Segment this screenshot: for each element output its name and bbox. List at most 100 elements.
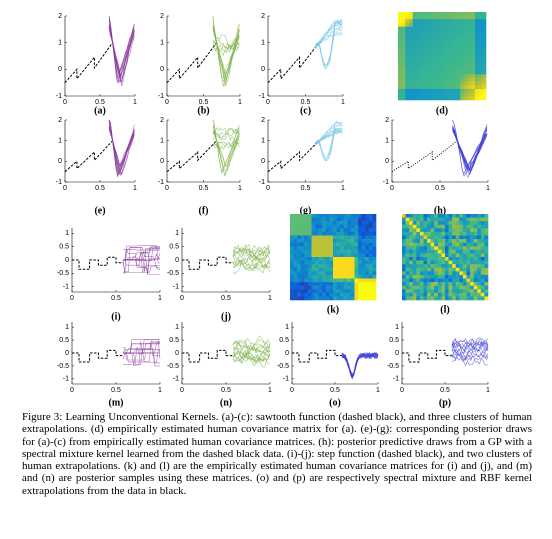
heatmap-cell <box>307 246 312 251</box>
heatmap-cell <box>431 30 435 35</box>
heatmap-cell <box>449 26 454 31</box>
heatmap-cell <box>448 231 453 236</box>
heatmap-cell <box>445 74 450 79</box>
heatmap-cell <box>464 41 468 46</box>
heatmap-cell <box>484 214 489 218</box>
heatmap-cell <box>442 26 446 31</box>
x-tick-label: 0 <box>180 295 184 302</box>
heatmap-cell <box>343 292 348 297</box>
heatmap-cell <box>473 278 478 283</box>
heatmap-cell <box>467 96 472 101</box>
heatmap-cell <box>466 242 471 247</box>
heatmap-cell <box>427 296 431 301</box>
heatmap-cell <box>442 34 446 38</box>
heatmap-cell <box>466 296 471 301</box>
heatmap-cell <box>442 19 446 24</box>
y-tick-label: -1 <box>259 179 265 186</box>
heatmap-cell <box>430 228 435 233</box>
heatmap-cell <box>427 15 432 20</box>
heatmap-cell <box>325 289 330 294</box>
heatmap-cell <box>434 239 439 243</box>
heatmap-cell <box>358 267 362 272</box>
heatmap-cell <box>402 267 406 272</box>
heatmap-cell <box>470 217 474 222</box>
heatmap-cell <box>430 257 435 261</box>
heatmap-cell <box>290 224 294 229</box>
heatmap-cell <box>473 231 478 236</box>
heatmap-cell <box>449 81 454 86</box>
heatmap-cell <box>311 253 316 258</box>
x-tick-label: 0.5 <box>111 295 121 302</box>
x-tick-label: 0 <box>63 185 67 192</box>
y-tick-label: 1 <box>65 230 69 237</box>
heatmap-cell <box>484 296 489 301</box>
heatmap-cell <box>434 74 439 79</box>
heatmap-cell <box>412 214 417 218</box>
heatmap-cell <box>445 96 450 101</box>
observed-data <box>402 349 452 363</box>
heatmap-cell <box>427 23 432 27</box>
heatmap-cell <box>441 239 446 243</box>
heatmap-cell <box>361 296 366 301</box>
heatmap-cell <box>445 37 450 42</box>
heatmap-cell <box>343 289 348 294</box>
y-tick-label: 0 <box>395 350 399 357</box>
heatmap-cell <box>464 56 468 60</box>
heatmap-cell <box>427 96 432 101</box>
heatmap-cell <box>437 235 442 240</box>
heatmap-cell <box>311 274 316 279</box>
heatmap-cell <box>405 267 410 272</box>
heatmap-cell <box>427 224 431 229</box>
heatmap-cell <box>398 37 402 42</box>
heatmap-cell <box>455 271 460 276</box>
heatmap-cell <box>484 253 489 258</box>
heatmap-cell <box>333 285 337 290</box>
heatmap-cell <box>307 249 312 254</box>
heatmap-cell <box>460 37 465 42</box>
heatmap-cell <box>336 239 341 243</box>
heatmap-cell <box>445 30 450 35</box>
heatmap-cell <box>477 242 482 247</box>
heatmap-cell <box>361 278 366 283</box>
heatmap-cell <box>419 214 424 218</box>
heatmap-cell <box>438 63 443 68</box>
heatmap-cell <box>448 285 453 290</box>
heatmap-cell <box>329 278 334 283</box>
heatmap-cell <box>456 45 461 49</box>
heatmap-cell <box>420 41 424 46</box>
heatmap-cell <box>437 267 442 272</box>
heatmap-cell <box>482 78 487 82</box>
heatmap-cell <box>434 26 439 31</box>
heatmap-cell <box>470 239 474 243</box>
heatmap-cell <box>448 292 453 297</box>
heatmap-cell <box>434 23 439 27</box>
heatmap-cell <box>322 224 327 229</box>
heatmap-cell <box>409 242 414 247</box>
y-tick-label: -0.5 <box>277 363 289 370</box>
heatmap-cell <box>427 228 431 233</box>
heatmap-cell <box>347 214 352 218</box>
panel-label: (b) <box>197 105 209 116</box>
heatmap-cell <box>478 56 483 60</box>
heatmap-cell <box>423 15 428 20</box>
heatmap-cell <box>473 224 478 229</box>
heatmap-cell <box>402 235 406 240</box>
heatmap-cell <box>412 221 417 226</box>
heatmap-cell <box>398 59 402 64</box>
heatmap-cell <box>445 67 450 71</box>
heatmap-cell <box>405 67 410 71</box>
heatmap-cell <box>445 63 450 68</box>
heatmap-cell <box>343 242 348 247</box>
heatmap-cell <box>329 285 334 290</box>
extrapolation-draw <box>123 349 161 363</box>
heatmap-cell <box>448 249 453 254</box>
heatmap-cell <box>416 15 421 20</box>
x-tick-label: 0.5 <box>199 99 209 106</box>
heatmap-cell <box>455 217 460 222</box>
heatmap-cell <box>423 228 428 233</box>
heatmap-cell <box>449 63 454 68</box>
heatmap-cell <box>427 52 432 57</box>
heatmap-cell <box>350 224 355 229</box>
heatmap-cell <box>462 271 467 276</box>
x-tick-label: 0 <box>390 185 394 192</box>
